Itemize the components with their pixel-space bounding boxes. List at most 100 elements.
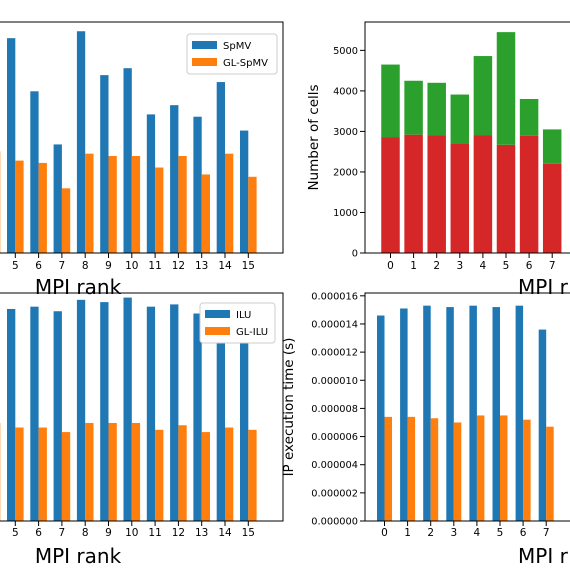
bar-series0-cat3: [54, 144, 62, 253]
y-tick-label: 0.000012: [311, 348, 358, 359]
x-tick-label: 0: [381, 527, 388, 539]
y-axis-label: Number of cells: [306, 84, 322, 190]
bar-series0-cat2: [30, 307, 38, 521]
x-tick-label: 3: [456, 260, 463, 272]
bar-series1-cat7: [543, 129, 562, 163]
bar-series0-cat6: [520, 136, 539, 253]
x-tick-label: 11: [148, 260, 161, 272]
y-tick-label: 2000: [333, 167, 358, 178]
bar-series0-cat7: [147, 307, 155, 521]
bar-series1-cat4: [477, 415, 485, 521]
x-tick-label: 12: [172, 527, 185, 539]
y-tick-label: 0.000016: [311, 291, 358, 302]
bar-series1-cat4: [85, 154, 93, 253]
bar-series1-cat7: [155, 430, 163, 521]
bar-series1-cat5: [497, 32, 516, 145]
bar-series0-cat5: [100, 302, 108, 521]
legend-swatch: [192, 41, 217, 49]
y-tick-label: 0.000008: [311, 404, 358, 415]
x-tick-label: 9: [105, 260, 112, 272]
bar-series0-cat5: [100, 75, 108, 253]
bar-series1-cat3: [454, 422, 462, 521]
bar-series1-cat10: [225, 154, 233, 253]
bar-series1-cat1: [408, 417, 416, 521]
bar-series1-cat5: [500, 415, 508, 521]
bar-series1-cat2: [39, 428, 47, 521]
x-tick-label: 6: [520, 527, 527, 539]
x-tick-label: 12: [172, 260, 185, 272]
x-tick-label: 7: [549, 260, 556, 272]
y-tick-label: 5000: [333, 46, 358, 57]
bar-series1-cat6: [520, 99, 539, 136]
x-tick-label: 13: [195, 260, 208, 272]
bar-series1-cat7: [155, 168, 163, 253]
bar-series1-cat2: [427, 83, 446, 136]
bar-series0-cat5: [497, 145, 516, 253]
bar-series0-cat4: [474, 135, 493, 253]
bar-series0-cat11: [240, 314, 248, 521]
bar-series0-cat9: [193, 314, 201, 521]
bar-series0-cat9: [193, 117, 201, 253]
bar-series0-cat7: [147, 114, 155, 253]
x-tick-label: 9: [105, 527, 112, 539]
bar-series0-cat2: [427, 135, 446, 253]
x-tick-label: 10: [125, 260, 138, 272]
bar-series1-cat11: [248, 430, 256, 521]
y-tick-label: 0.000004: [311, 460, 358, 471]
legend-swatch: [205, 327, 230, 335]
bar-series0-cat11: [240, 131, 248, 253]
x-tick-label: 14: [218, 260, 232, 272]
x-tick-label: 7: [543, 527, 550, 539]
bar-series1-cat9: [202, 174, 210, 253]
x-tick-label: 4: [480, 260, 487, 272]
bar-series1-cat0: [385, 417, 393, 521]
x-tick-label: 4: [474, 527, 481, 539]
y-tick-label: 0.000006: [311, 432, 358, 443]
bar-series0-cat8: [170, 105, 178, 253]
bar-series0-cat6: [124, 68, 132, 253]
bar-series0-cat3: [54, 311, 62, 521]
bar-series1-cat4: [85, 423, 93, 521]
bar-series0-cat6: [124, 298, 132, 521]
bar-series0-cat0: [377, 316, 385, 521]
bar-series0-cat0: [381, 138, 400, 254]
x-tick-label: 1: [410, 260, 417, 272]
bar-series0-cat6: [516, 306, 524, 521]
x-tick-label: 13: [195, 527, 208, 539]
legend-entry: ILU: [236, 310, 251, 321]
bar-series0-cat2: [423, 306, 431, 521]
bar-series1-cat11: [248, 177, 256, 253]
y-tick-label: 0.000002: [311, 488, 358, 499]
x-tick-label: 0: [387, 260, 394, 272]
bar-series1-cat3: [62, 188, 70, 253]
bar-series1-cat0: [381, 65, 400, 138]
bar-series0-cat1: [400, 308, 408, 521]
bar-series1-cat9: [202, 432, 210, 521]
bar-series0-cat1: [404, 135, 423, 253]
bar-series1-cat5: [109, 156, 117, 253]
y-tick-label: 1000: [333, 208, 358, 219]
x-tick-label: 8: [82, 260, 89, 272]
bar-series1-cat6: [132, 156, 140, 253]
bar-series1-cat2: [39, 163, 47, 253]
bar-series0-cat2: [30, 91, 38, 253]
y-tick-label: 0.000000: [311, 517, 358, 528]
bar-series1-cat8: [178, 156, 186, 253]
bar-series0-cat3: [451, 144, 470, 253]
y-tick-label: 0: [352, 249, 358, 260]
bar-series1-cat10: [225, 428, 233, 521]
x-tick-label: 7: [59, 260, 66, 272]
bar-series0-cat4: [77, 31, 85, 253]
bar-series1-cat1: [404, 81, 423, 135]
legend-entry: GL-SpMV: [223, 58, 268, 69]
bar-series0-cat1: [7, 309, 15, 521]
x-tick-label: 8: [82, 527, 89, 539]
bar-series0-cat4: [469, 306, 477, 521]
x-tick-label: 5: [12, 260, 19, 272]
x-axis-label: MPI r: [518, 275, 569, 299]
legend-entry: GL-ILU: [236, 327, 268, 338]
